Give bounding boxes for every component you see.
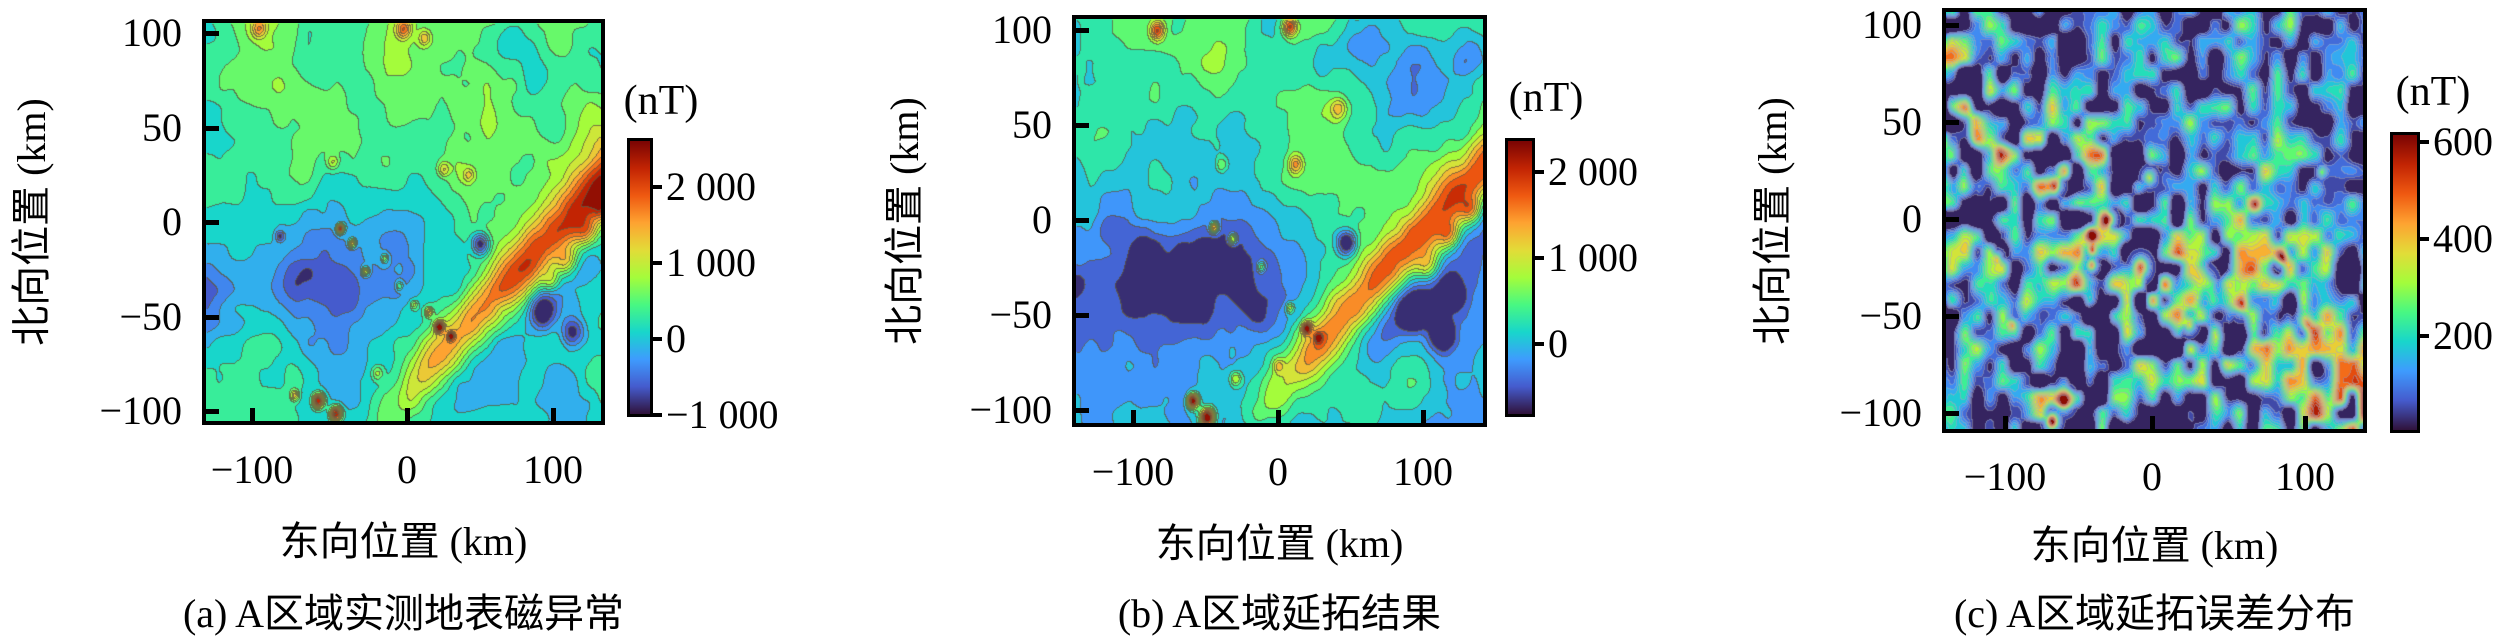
y-axis-tick-mark (206, 126, 219, 131)
x-axis-tick-label: −100 (1091, 449, 1175, 494)
x-axis-tick-label: −100 (1963, 454, 2047, 499)
y-axis-tick-mark (1076, 313, 1089, 318)
colorbar-unit-b: (nT) (1508, 75, 1584, 121)
y-axis-tick-label: 100 (122, 10, 182, 55)
y-axis-tick-label: 50 (1882, 99, 1922, 144)
y-axis-tick-label: 50 (1012, 102, 1052, 147)
y-axis-tick-mark (1946, 23, 1959, 28)
colorbar-tick-label: −1 000 (666, 391, 779, 437)
x-axis-tick-mark (2303, 416, 2308, 429)
colorbar-tick-mark (1534, 170, 1544, 175)
colorbar-tick-mark (652, 412, 662, 417)
x-axis-tick-mark (1421, 410, 1426, 423)
y-axis-tick-mark (1076, 408, 1089, 413)
colorbar-tick-mark (652, 185, 662, 190)
colorbar-tick-mark (652, 261, 662, 266)
y-axis-tick-label: 100 (992, 7, 1052, 52)
colorbar-tick-label: 200 (2433, 312, 2493, 358)
plot-area-a (202, 19, 605, 425)
colorbar-tick-label: 0 (1548, 321, 1568, 367)
x-axis-tick-label: 0 (1268, 449, 1288, 494)
x-axis-tick-mark (1131, 410, 1136, 423)
y-axis-tick-label: 0 (1032, 197, 1052, 242)
x-axis-label-c: 东向位置 (km) (2030, 523, 2279, 568)
caption-a: (a) A区域实测地表磁异常 (182, 591, 625, 636)
y-axis-tick-mark (1076, 218, 1089, 223)
x-axis-tick-mark (1276, 410, 1281, 423)
colorbar-tick-label: 0 (666, 315, 686, 361)
caption-b: (b) A区域延拓结果 (1117, 591, 1442, 636)
colorbar-tick-mark (652, 336, 662, 341)
colorbar-gradient-c (2390, 132, 2420, 433)
colorbar-gradient-b (1505, 138, 1535, 417)
colorbar-tick-label: 2 000 (666, 164, 756, 210)
colorbar-tick-label: 1 000 (666, 240, 756, 286)
y-axis-tick-mark (1946, 217, 1959, 222)
y-axis-tick-mark (1946, 120, 1959, 125)
x-axis-tick-label: 0 (2142, 454, 2162, 499)
x-axis-tick-mark (250, 408, 255, 421)
x-axis-tick-label: 0 (397, 447, 417, 492)
plot-area-c (1942, 8, 2367, 433)
plot-area-b (1072, 15, 1487, 427)
colorbar-gradient-a (627, 138, 653, 417)
colorbar-tick-mark (1534, 256, 1544, 261)
colorbar-tick-mark (2419, 139, 2429, 144)
colorbar-tick-label: 400 (2433, 215, 2493, 261)
y-axis-tick-mark (206, 220, 219, 225)
contour-field-canvas-c (1946, 12, 2363, 429)
x-axis-tick-mark (2150, 416, 2155, 429)
y-axis-tick-label: 50 (142, 105, 182, 150)
contour-field-canvas-b (1076, 19, 1483, 423)
y-axis-tick-mark (1946, 314, 1959, 319)
caption-c: (c) A区域延拓误差分布 (1953, 591, 2356, 636)
colorbar-unit-a: (nT) (623, 78, 699, 124)
y-axis-tick-label: −50 (989, 292, 1052, 337)
x-axis-tick-mark (551, 408, 556, 421)
y-axis-tick-label: −100 (1839, 390, 1922, 435)
x-axis-tick-label: −100 (210, 447, 294, 492)
y-axis-tick-mark (1946, 411, 1959, 416)
x-axis-tick-label: 100 (1393, 449, 1453, 494)
x-axis-tick-label: 100 (523, 447, 583, 492)
colorbar-tick-label: 600 (2433, 118, 2493, 164)
y-axis-tick-label: −50 (119, 294, 182, 339)
x-axis-tick-label: 100 (2275, 454, 2335, 499)
colorbar-tick-label: 1 000 (1548, 235, 1638, 281)
x-axis-label-b: 东向位置 (km) (1155, 521, 1404, 566)
y-axis-tick-mark (1076, 28, 1089, 33)
y-axis-tick-label: 0 (162, 199, 182, 244)
colorbar-tick-mark (1534, 342, 1544, 347)
colorbar-tick-mark (2419, 236, 2429, 241)
x-axis-tick-mark (405, 408, 410, 421)
y-axis-tick-label: −100 (99, 388, 182, 433)
y-axis-tick-mark (206, 31, 219, 36)
contour-field-canvas-a (206, 23, 601, 421)
y-axis-tick-label: 0 (1902, 196, 1922, 241)
y-axis-tick-mark (206, 409, 219, 414)
y-axis-tick-label: −100 (969, 387, 1052, 432)
y-axis-tick-label: −50 (1859, 293, 1922, 338)
colorbar-tick-mark (2419, 333, 2429, 338)
x-axis-tick-mark (2003, 416, 2008, 429)
y-axis-tick-mark (1076, 123, 1089, 128)
colorbar-tick-label: 2 000 (1548, 149, 1638, 195)
x-axis-label-a: 东向位置 (km) (279, 519, 528, 564)
y-axis-tick-label: 100 (1862, 2, 1922, 47)
colorbar-unit-c: (nT) (2395, 69, 2471, 115)
y-axis-tick-mark (206, 315, 219, 320)
